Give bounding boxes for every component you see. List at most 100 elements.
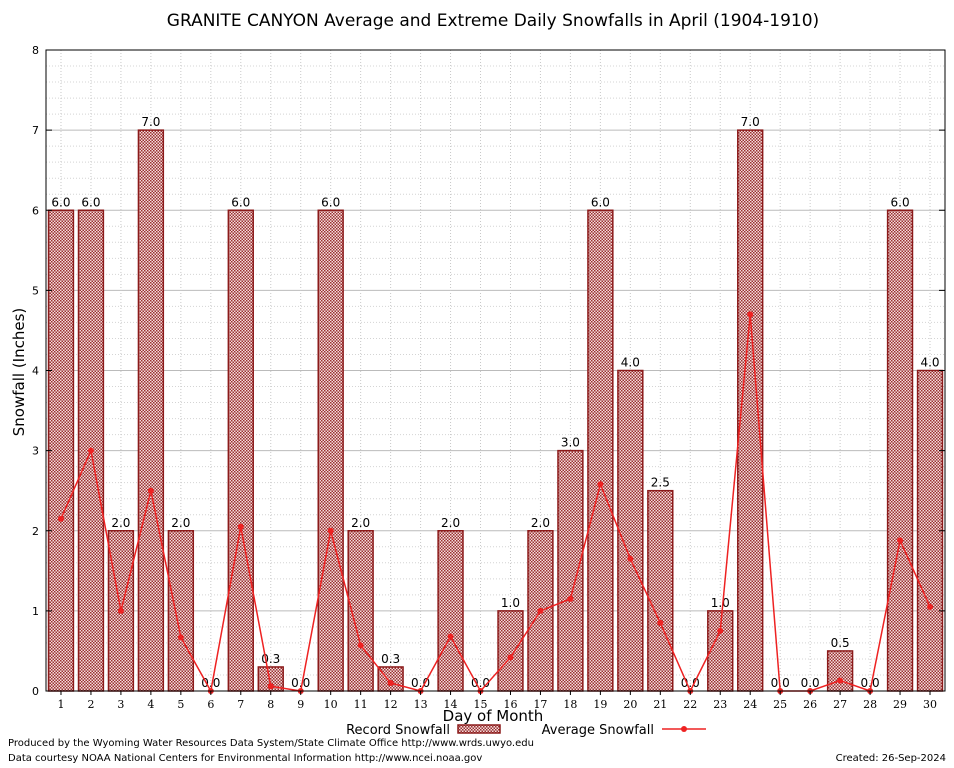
legend-label-record: Record Snowfall xyxy=(346,723,450,738)
legend: Record Snowfall Average Snowfall xyxy=(346,723,706,738)
average-point-day-30 xyxy=(927,603,934,610)
x-tick-label: 15 xyxy=(474,698,488,711)
x-tick-label: 2 xyxy=(87,698,94,711)
legend-marker-average xyxy=(681,726,687,732)
bar-value-label: 0.0 xyxy=(411,676,430,690)
bar-record-day-18 xyxy=(557,449,584,692)
bar-value-label: 1.0 xyxy=(711,596,730,610)
x-tick-label: 5 xyxy=(177,698,184,711)
bar-value-label: 6.0 xyxy=(591,195,610,209)
y-tick-label: 8 xyxy=(32,44,39,57)
bar-value-label: 1.0 xyxy=(501,596,520,610)
bar-value-label: 4.0 xyxy=(621,356,640,370)
bar-value-label: 2.0 xyxy=(171,516,190,530)
bar-record-day-27 xyxy=(826,650,854,692)
x-tick-label: 19 xyxy=(593,698,607,711)
average-point-day-12 xyxy=(387,679,394,686)
y-tick-label: 1 xyxy=(32,605,39,618)
bar-record-day-12 xyxy=(377,666,404,692)
x-tick-label: 4 xyxy=(147,698,154,711)
bar-value-label: 6.0 xyxy=(231,195,250,209)
bar-record-day-7 xyxy=(227,209,254,692)
x-tick-label: 8 xyxy=(267,698,274,711)
bar-value-label: 4.0 xyxy=(920,356,939,370)
x-tick-label: 12 xyxy=(384,698,398,711)
average-point-day-18 xyxy=(567,595,574,602)
bar-value-label: 3.0 xyxy=(561,436,580,450)
x-tick-label: 3 xyxy=(117,698,124,711)
bar-record-day-20 xyxy=(617,369,644,692)
average-point-day-23 xyxy=(717,627,724,634)
chart-title: GRANITE CANYON Average and Extreme Daily… xyxy=(167,11,819,31)
footer-data-courtesy: Data courtesy NOAA National Centers for … xyxy=(8,753,483,764)
x-tick-label: 30 xyxy=(923,698,937,711)
bar-value-label: 2.0 xyxy=(441,516,460,530)
average-point-day-24 xyxy=(747,311,754,318)
bar-value-label: 7.0 xyxy=(141,115,160,129)
average-point-day-1 xyxy=(57,515,64,522)
bar-record-day-4 xyxy=(137,129,165,692)
bar-value-label: 0.0 xyxy=(801,676,820,690)
bar-record-day-5 xyxy=(167,530,195,692)
bar-value-label: 6.0 xyxy=(891,195,910,209)
x-tick-label: 1 xyxy=(57,698,64,711)
average-point-day-4 xyxy=(147,487,154,494)
x-tick-label: 18 xyxy=(563,698,577,711)
bar-value-label: 0.3 xyxy=(381,652,400,666)
bar-value-label: 6.0 xyxy=(81,195,100,209)
x-tick-label: 10 xyxy=(324,698,338,711)
x-tick-label: 28 xyxy=(863,698,877,711)
x-tick-label: 20 xyxy=(623,698,637,711)
average-point-day-29 xyxy=(897,537,904,544)
bar-record-day-21 xyxy=(647,489,674,692)
x-tick-label: 6 xyxy=(207,698,214,711)
average-point-day-2 xyxy=(87,447,94,454)
average-point-day-7 xyxy=(237,523,244,530)
average-point-day-20 xyxy=(627,555,634,562)
average-point-day-5 xyxy=(177,634,184,641)
y-tick-label: 2 xyxy=(32,525,39,538)
average-point-day-16 xyxy=(507,654,514,661)
average-point-day-19 xyxy=(597,481,604,488)
bar-value-label: 2.0 xyxy=(351,516,370,530)
y-tick-label: 6 xyxy=(32,204,39,217)
y-tick-label: 5 xyxy=(32,284,39,297)
bar-record-day-10 xyxy=(317,209,344,692)
bars-layer: 6.0 6.02.07.02.00.06.00.30.06.02.00.30.02… xyxy=(47,115,944,692)
x-axis-label: Day of Month xyxy=(443,707,544,725)
bar-record-day-30 xyxy=(916,369,944,692)
x-tick-label: 9 xyxy=(297,698,304,711)
bar-value-label: 2.5 xyxy=(651,476,670,490)
bar-value-label: 0.0 xyxy=(291,676,310,690)
bar-record-day-14 xyxy=(437,530,464,692)
bar-record-day-29 xyxy=(886,209,914,692)
bar-value-label: 0.0 xyxy=(201,676,220,690)
x-tick-label: 24 xyxy=(743,698,757,711)
x-tick-label: 11 xyxy=(354,698,368,711)
bar-value-label: 0.0 xyxy=(861,676,880,690)
average-point-day-8 xyxy=(267,683,274,690)
footer-created-date: Created: 26-Sep-2024 xyxy=(835,753,946,764)
x-tick-label: 17 xyxy=(533,698,547,711)
bar-value-label: 7.0 xyxy=(741,115,760,129)
average-point-day-17 xyxy=(537,607,544,614)
x-tick-label: 7 xyxy=(237,698,244,711)
x-tick-label: 14 xyxy=(444,698,458,711)
average-point-day-3 xyxy=(117,607,124,614)
average-point-day-21 xyxy=(657,619,664,626)
bar-record-day-19 xyxy=(587,209,614,692)
y-tick-label: 3 xyxy=(32,445,39,458)
x-tick-label: 23 xyxy=(713,698,727,711)
x-tick-label: 29 xyxy=(893,698,907,711)
bar-value-label: 2.0 xyxy=(531,516,550,530)
y-tick-label: 4 xyxy=(32,365,39,378)
bar-value-label: 0.5 xyxy=(831,636,850,650)
legend-swatch-record xyxy=(457,724,501,734)
y-tick-label: 7 xyxy=(32,124,39,137)
x-tick-label: 27 xyxy=(833,698,847,711)
x-tick-label: 25 xyxy=(773,698,787,711)
average-point-day-14 xyxy=(447,633,454,640)
y-tick-label: 0 xyxy=(32,685,39,698)
x-tick-label: 16 xyxy=(503,698,517,711)
